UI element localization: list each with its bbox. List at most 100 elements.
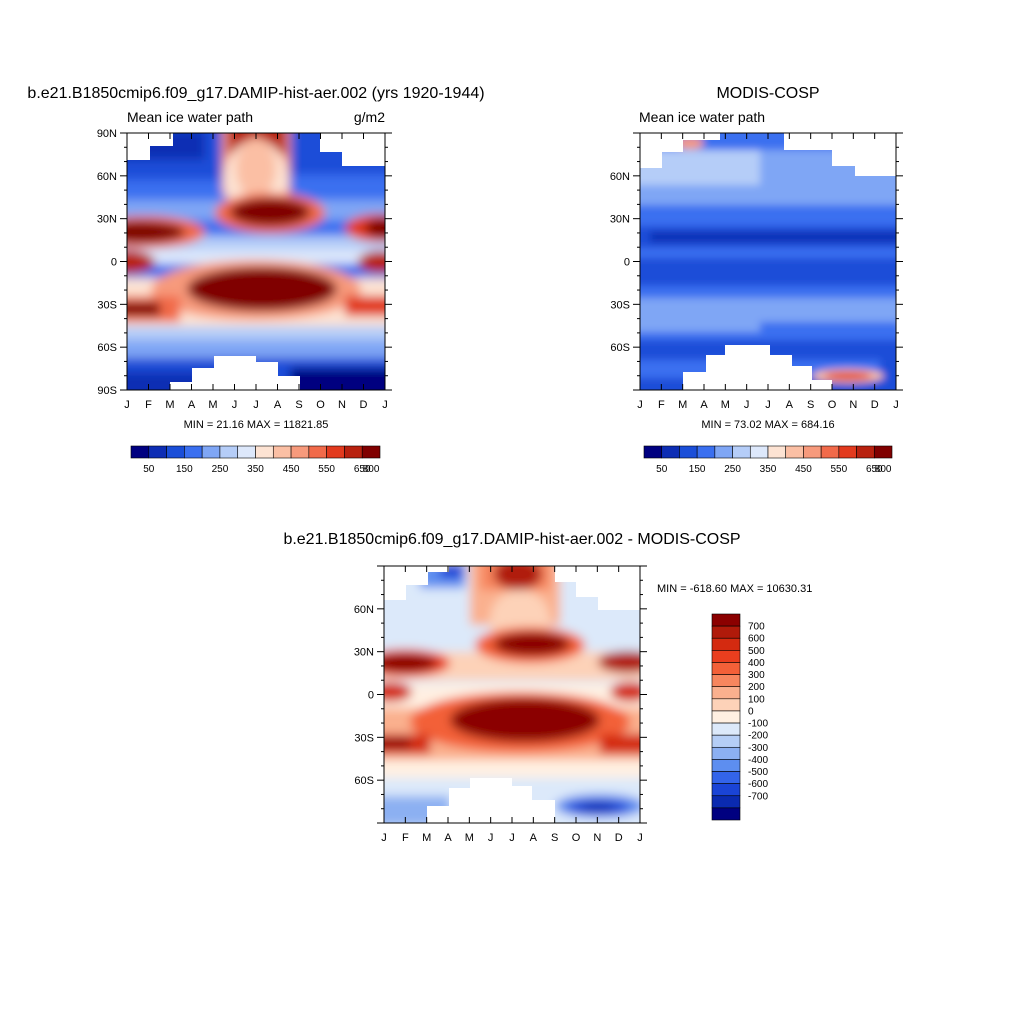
panel-model-title: b.e21.B1850cmip6.f09_g17.DAMIP-hist-aer.… bbox=[27, 85, 484, 102]
colorbar-label: 450 bbox=[795, 464, 812, 475]
x-tick-label: A bbox=[786, 399, 794, 411]
colorbar-label: 450 bbox=[283, 464, 300, 475]
colorbar-swatch bbox=[749, 445, 769, 459]
x-tick-label: O bbox=[316, 399, 325, 411]
x-tick-label: J bbox=[253, 399, 259, 411]
colorbar-label: 650 bbox=[354, 464, 371, 475]
panel-diff-field bbox=[384, 566, 640, 823]
colorbar-swatch bbox=[272, 445, 292, 459]
colorbar-swatch bbox=[711, 637, 741, 651]
x-tick-label: J bbox=[744, 399, 750, 411]
colorbar-label: 250 bbox=[724, 464, 741, 475]
colorbar-swatch bbox=[148, 445, 167, 459]
panel-diff-title: b.e21.B1850cmip6.f09_g17.DAMIP-hist-aer.… bbox=[283, 531, 740, 548]
colorbar-label: 350 bbox=[247, 464, 264, 475]
colorbar-swatch bbox=[714, 445, 733, 459]
colorbar-swatch bbox=[711, 674, 741, 688]
colorbar-label: 0 bbox=[748, 706, 754, 717]
x-tick-label: M bbox=[208, 399, 217, 411]
y-tick-label: 60S bbox=[610, 342, 630, 354]
panel-obs-stats: MIN = 73.02 MAX = 684.16 bbox=[701, 419, 834, 431]
panel-obs-title: MODIS-COSP bbox=[716, 85, 819, 102]
colorbar-swatch bbox=[711, 783, 741, 797]
colorbar-label: 50 bbox=[143, 464, 155, 475]
y-tick-label: 30N bbox=[97, 214, 117, 226]
x-tick-label: F bbox=[145, 399, 152, 411]
x-tick-label: S bbox=[551, 832, 558, 844]
colorbar-label: -300 bbox=[748, 743, 768, 754]
colorbar-swatch bbox=[711, 771, 741, 784]
colorbar-swatch bbox=[803, 445, 822, 459]
colorbar-swatch bbox=[873, 445, 893, 459]
colorbar-swatch bbox=[711, 710, 741, 724]
panel-model-subtitle: Mean ice water path bbox=[127, 109, 253, 125]
colorbar-swatch bbox=[711, 662, 741, 675]
y-tick-label: 30S bbox=[97, 299, 117, 311]
x-tick-label: A bbox=[188, 399, 196, 411]
colorbar-label: -700 bbox=[748, 791, 768, 802]
colorbar-swatch bbox=[679, 445, 698, 459]
colorbar-label: 150 bbox=[176, 464, 193, 475]
x-tick-label: O bbox=[828, 399, 837, 411]
colorbar-swatch bbox=[732, 445, 751, 459]
colorbar-swatch bbox=[166, 445, 185, 459]
y-tick-label: 0 bbox=[111, 257, 117, 269]
y-tick-label: 60N bbox=[610, 171, 630, 183]
colorbar-label: -100 bbox=[748, 719, 768, 730]
colorbar-swatch bbox=[711, 613, 741, 627]
x-tick-label: J bbox=[765, 399, 771, 411]
y-tick-label: 30N bbox=[610, 214, 630, 226]
x-tick-label: N bbox=[849, 399, 857, 411]
colorbar-swatch bbox=[661, 445, 680, 459]
colorbar-swatch bbox=[711, 759, 741, 772]
colorbar-label: 350 bbox=[760, 464, 777, 475]
y-tick-label: 30S bbox=[354, 732, 374, 744]
colorbar-swatch bbox=[785, 445, 804, 459]
y-tick-label: 60N bbox=[354, 604, 374, 616]
x-tick-label: A bbox=[700, 399, 708, 411]
panel-obs: MODIS-COSP Mean ice water path bbox=[610, 85, 903, 475]
x-tick-label: J bbox=[893, 399, 899, 411]
colorbar-label: 800 bbox=[875, 464, 892, 475]
colorbar-label: 100 bbox=[748, 694, 765, 705]
panel-diff-stats: MIN = -618.60 MAX = 10630.31 bbox=[657, 583, 812, 595]
panel-obs-field bbox=[640, 133, 896, 390]
x-tick-label: M bbox=[721, 399, 730, 411]
colorbar-label: -500 bbox=[748, 767, 768, 778]
colorbar-swatch bbox=[643, 445, 663, 459]
colorbar-swatch bbox=[711, 686, 741, 700]
x-tick-label: M bbox=[165, 399, 174, 411]
colorbar-swatch bbox=[711, 650, 741, 663]
colorbar-label: 300 bbox=[748, 670, 765, 681]
colorbar-swatch bbox=[711, 698, 741, 712]
colorbar-label: 150 bbox=[689, 464, 706, 475]
colorbar-label: 550 bbox=[831, 464, 848, 475]
x-tick-label: F bbox=[402, 832, 409, 844]
y-tick-label: 30N bbox=[354, 647, 374, 659]
x-tick-label: D bbox=[871, 399, 879, 411]
colorbar-swatch bbox=[255, 445, 274, 459]
x-tick-label: J bbox=[381, 832, 387, 844]
x-tick-label: A bbox=[274, 399, 282, 411]
colorbar-swatch bbox=[184, 445, 203, 459]
colorbar-swatch bbox=[361, 445, 381, 459]
x-tick-label: D bbox=[360, 399, 368, 411]
x-tick-label: M bbox=[465, 832, 474, 844]
colorbar-swatch bbox=[711, 807, 741, 821]
y-tick-label: 60S bbox=[354, 775, 374, 787]
x-tick-label: J bbox=[488, 832, 494, 844]
colorbar-swatch bbox=[711, 734, 741, 748]
colorbar-swatch bbox=[838, 445, 857, 459]
colorbar-swatch bbox=[820, 445, 840, 459]
colorbar-label: 200 bbox=[748, 682, 765, 693]
x-tick-label: J bbox=[637, 832, 643, 844]
colorbar-swatch bbox=[308, 445, 327, 459]
colorbar-swatch bbox=[767, 445, 787, 459]
colorbar-swatch bbox=[290, 445, 310, 459]
